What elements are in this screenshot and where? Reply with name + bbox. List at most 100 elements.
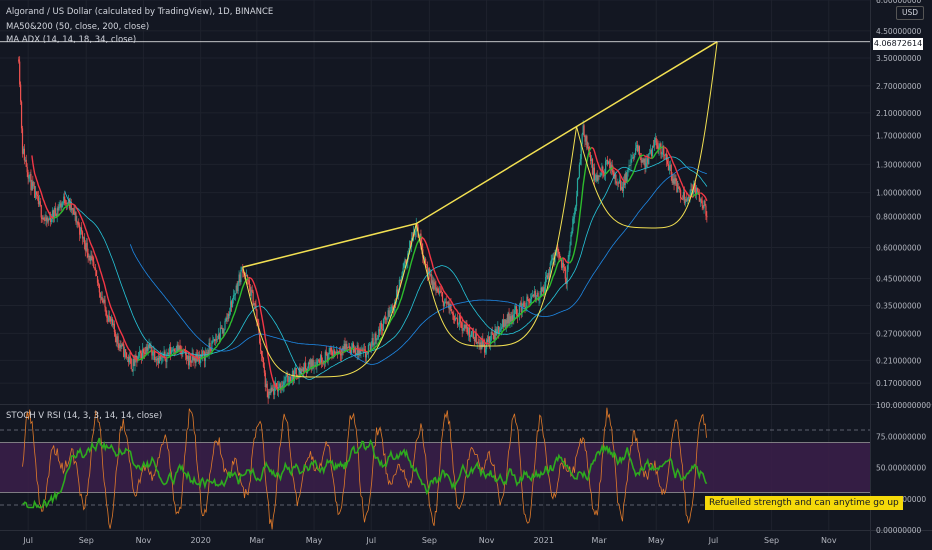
candle-body <box>271 387 273 391</box>
candle-body <box>675 178 677 182</box>
candle-body <box>420 233 422 244</box>
candle-body <box>25 159 27 167</box>
candle-body <box>655 138 657 143</box>
candle-body <box>246 274 249 280</box>
candle-body <box>651 145 654 157</box>
candle-body <box>223 329 225 334</box>
candle-body <box>222 328 224 334</box>
candle-body <box>471 330 474 332</box>
candle-body <box>228 314 230 316</box>
candle-body <box>656 142 658 146</box>
candle-body <box>534 291 536 301</box>
candle-body <box>100 297 102 298</box>
candle-body <box>468 327 470 335</box>
candle-body <box>127 357 130 363</box>
candle-body <box>102 300 104 303</box>
candle-body <box>638 146 640 156</box>
candle-body <box>382 318 385 331</box>
oscillator-legend: STOCH V RSI (14, 3, 3, 14, 14, close) <box>6 411 163 421</box>
candle-body <box>597 175 599 181</box>
candle-body <box>683 192 685 204</box>
candle-body <box>416 223 418 228</box>
candle-body <box>93 261 95 268</box>
candle-body <box>89 255 91 261</box>
candle-body <box>637 146 640 152</box>
candle-body <box>647 158 649 165</box>
candle-body <box>147 347 149 351</box>
candle-body <box>380 322 382 332</box>
candle-body <box>532 294 535 297</box>
candle-body <box>492 333 494 335</box>
candle-body <box>461 322 463 331</box>
candle-body <box>248 280 250 288</box>
candle-body <box>157 357 160 364</box>
candle-body <box>273 388 275 395</box>
candle-body <box>318 359 320 361</box>
candle-body <box>299 367 301 374</box>
candle-body <box>262 357 265 367</box>
candle-body <box>307 362 310 369</box>
candle-body <box>657 145 659 150</box>
candle-body <box>519 302 521 306</box>
ma-adx-line <box>137 350 152 361</box>
candle-body <box>469 327 471 338</box>
candle-body <box>224 321 226 330</box>
candle-body <box>608 161 610 163</box>
candle-body <box>278 383 280 387</box>
ma-adx-line <box>153 350 168 359</box>
candle-body <box>640 157 642 163</box>
candle-body <box>561 262 564 268</box>
time-tick-label: Nov <box>821 536 837 545</box>
candle-body <box>432 280 434 290</box>
candle-body <box>61 203 63 208</box>
candle-body <box>57 208 59 211</box>
candle-body <box>485 339 488 350</box>
candle-body <box>237 282 239 292</box>
candle-body <box>233 295 235 296</box>
candle-body <box>42 217 44 220</box>
ma-200-line <box>129 166 708 365</box>
candle-body <box>679 186 681 190</box>
candle-body <box>20 84 22 102</box>
candle-body <box>24 159 26 161</box>
candle-body <box>258 322 260 331</box>
candle-body <box>577 177 580 179</box>
candle-body <box>348 346 350 348</box>
candle-body <box>126 357 129 358</box>
candle-body <box>234 293 236 296</box>
candle-body <box>140 353 143 360</box>
candle-body <box>396 289 399 296</box>
candle-body <box>206 352 208 353</box>
candle-body <box>618 182 620 184</box>
candle-body <box>92 257 94 262</box>
candle-body <box>594 177 596 181</box>
price-tick-label: 2.70000000 <box>876 82 922 91</box>
currency-unit-badge[interactable]: USD <box>896 6 924 20</box>
candle-body <box>437 288 439 293</box>
candle-body <box>627 168 629 171</box>
ma-adx-line <box>354 347 363 352</box>
ma-adx-line <box>651 146 664 160</box>
candle-body <box>47 219 49 222</box>
candle-body <box>374 333 376 344</box>
candle-body <box>452 313 454 316</box>
candle-body <box>135 355 137 358</box>
pattern-layer <box>0 41 870 378</box>
candle-body <box>455 317 458 319</box>
candle-body <box>297 377 299 379</box>
candle-body <box>303 367 305 373</box>
candle-body <box>478 343 480 345</box>
candle-body <box>298 367 300 379</box>
candle-body <box>227 314 229 320</box>
osc-tick-label: 75.00000000 <box>876 432 926 441</box>
candle-body <box>466 324 468 333</box>
time-tick-label: May <box>306 536 323 545</box>
candle-body <box>403 262 405 268</box>
candle-body <box>596 175 598 181</box>
candle-body <box>644 158 646 168</box>
candle-body <box>589 151 591 155</box>
stoch-line <box>22 437 708 509</box>
candle-body <box>528 299 530 302</box>
candle-body <box>513 314 515 321</box>
